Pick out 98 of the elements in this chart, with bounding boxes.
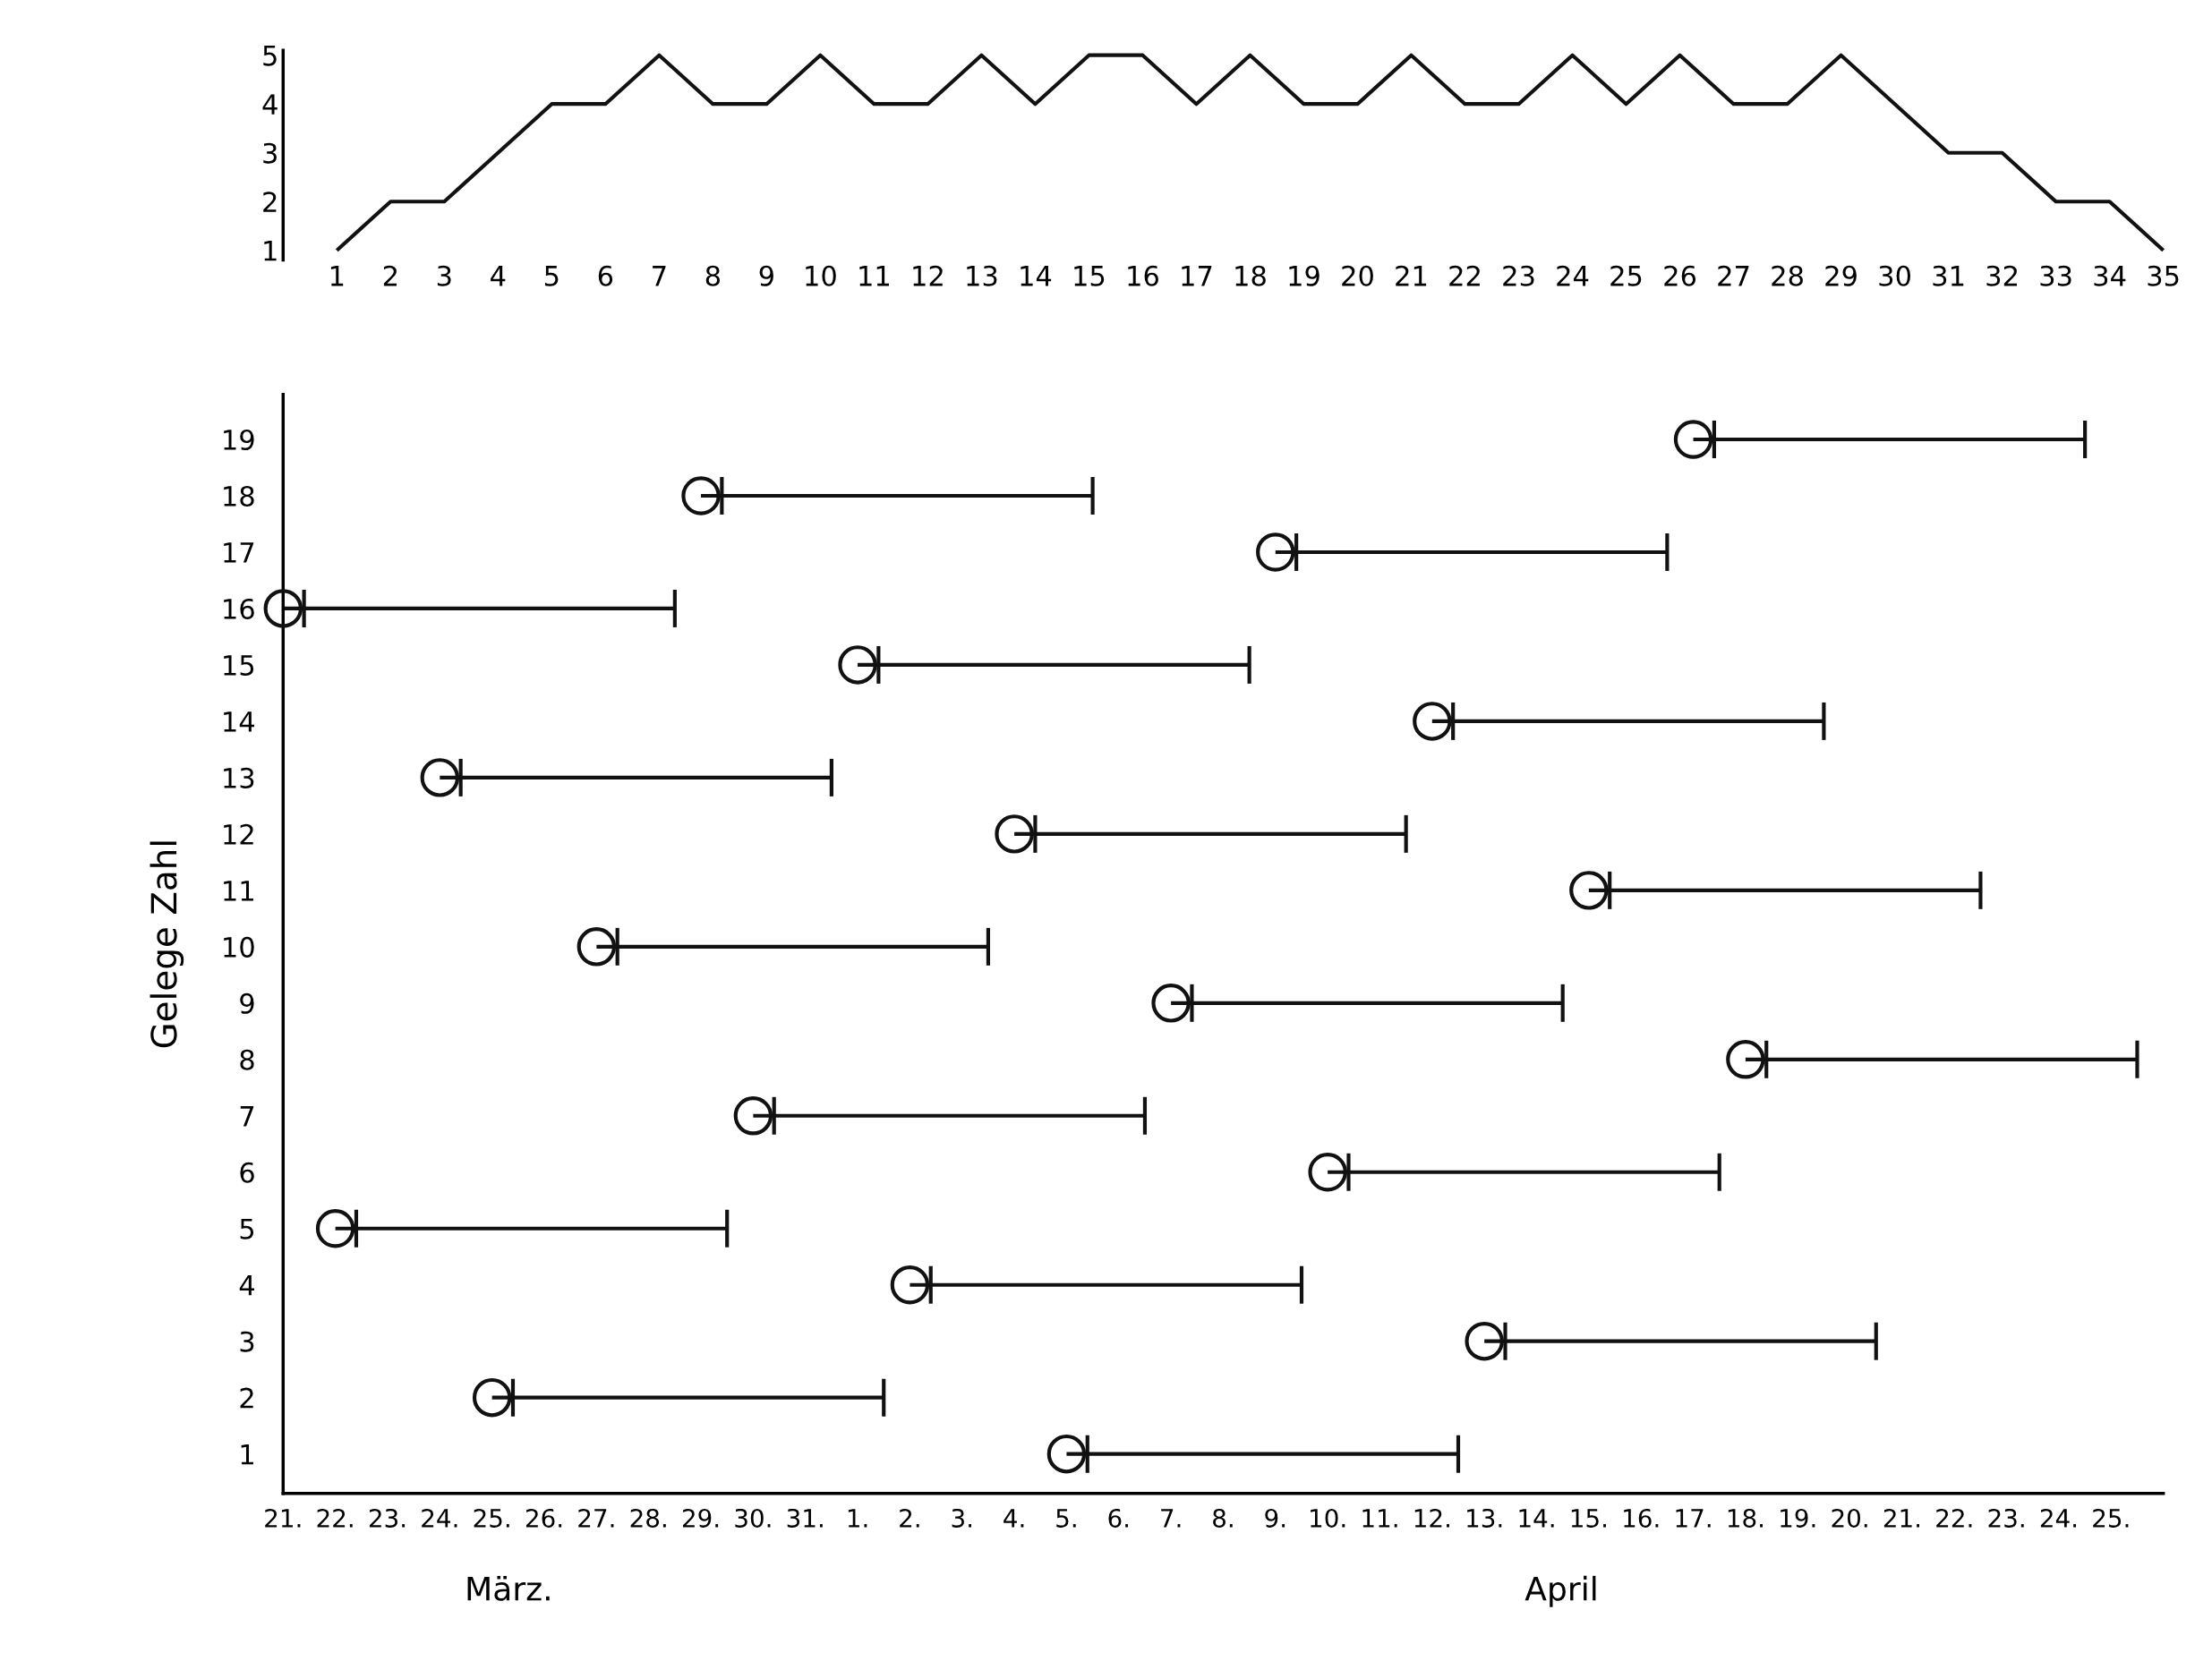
text: April: [1524, 1575, 1596, 1607]
x-tick-label: 34: [2094, 265, 2126, 286]
x-tick-label: 19: [1289, 265, 1320, 286]
x-tick-label: 24.: [2040, 1508, 2077, 1528]
x-tick-label: 13: [967, 265, 997, 286]
y-tick-label: 13: [224, 767, 254, 788]
x-tick-label: 23.: [369, 1508, 406, 1528]
x-tick-label: 35: [2148, 265, 2179, 286]
y-tick-label: 1: [264, 241, 277, 261]
x-tick-label: 5: [544, 266, 559, 286]
x-tick-label: 10: [806, 265, 836, 286]
x-tick-label: 3: [437, 265, 451, 286]
x-tick-label: 4: [491, 266, 506, 286]
x-tick-label: 17: [1182, 266, 1212, 286]
y-tick-label: 5: [263, 46, 277, 66]
x-tick-label: 9.: [1265, 1508, 1285, 1528]
x-tick-label: 12.: [1414, 1508, 1449, 1528]
x-tick-label: 4.: [1004, 1509, 1024, 1528]
x-tick-label: 2: [383, 265, 397, 286]
x-tick-label: 23: [1503, 265, 1534, 286]
x-tick-label: 17.: [1676, 1509, 1711, 1528]
x-tick-label: 22.: [317, 1508, 353, 1528]
y-tick-label: 17: [224, 542, 254, 563]
y-tick-label: 6: [240, 1162, 254, 1183]
x-tick-label: 18.: [1728, 1508, 1763, 1528]
x-tick-label: 20: [1342, 265, 1373, 286]
x-tick-label: 13.: [1467, 1508, 1502, 1528]
x-tick-label: 24: [1557, 265, 1589, 286]
x-tick-label: 1: [330, 266, 344, 286]
x-tick-label: 6.: [1108, 1508, 1129, 1528]
x-tick-label: 16.: [1624, 1508, 1659, 1528]
x-tick-label: 3.: [952, 1508, 971, 1528]
x-tick-label: 31.: [787, 1508, 823, 1528]
x-tick-label: 24.: [422, 1508, 457, 1528]
y-tick-label: 3: [240, 1331, 254, 1352]
x-tick-label: 21: [1396, 265, 1427, 286]
x-tick-label: 5.: [1056, 1509, 1076, 1528]
x-tick-label: 25.: [2093, 1508, 2129, 1528]
x-tick-label: 28: [1772, 265, 1803, 286]
x-tick-label: 15: [1074, 266, 1105, 286]
x-tick-label: 28.: [630, 1508, 666, 1528]
x-tick-label: 31: [1933, 265, 1964, 286]
x-tick-label: 22: [1449, 265, 1480, 286]
x-tick-label: 22.: [1936, 1508, 1972, 1528]
x-tick-label: 21.: [265, 1508, 301, 1528]
y-tick-label: 12: [224, 823, 253, 845]
y-tick-label: 5: [240, 1219, 254, 1239]
x-tick-label: 8: [705, 265, 720, 286]
x-tick-label: 27: [1718, 265, 1749, 286]
x-tick-label: 25.: [474, 1508, 509, 1528]
y-tick-label: 3: [263, 142, 277, 164]
y-tick-label: 10: [224, 936, 254, 958]
y-tick-label: 4: [239, 1275, 255, 1296]
x-tick-label: 23.: [1988, 1508, 2024, 1528]
x-tick-label: 9: [759, 265, 773, 286]
y-tick-label: 11: [224, 881, 253, 901]
y-tick-label: 4: [262, 94, 278, 115]
x-tick-label: 7: [653, 266, 666, 286]
x-tick-label: 8.: [1213, 1508, 1233, 1528]
y-tick-label: 8: [240, 1049, 254, 1070]
y-tick-label: 15: [224, 655, 254, 676]
x-tick-label: 33: [2040, 265, 2071, 286]
text: März.: [467, 1575, 550, 1601]
x-tick-label: 10.: [1311, 1508, 1345, 1528]
x-tick-label: 15.: [1571, 1509, 1606, 1528]
x-tick-label: 26.: [525, 1508, 562, 1528]
x-tick-label: 21.: [1883, 1508, 1920, 1528]
x-tick-label: 12: [913, 265, 943, 286]
x-tick-label: 32: [1986, 265, 2017, 286]
y-tick-label: 9: [240, 992, 254, 1014]
x-tick-label: 14: [1021, 266, 1052, 286]
x-tick-label: 2.: [900, 1508, 919, 1528]
x-tick-label: 16: [1128, 265, 1158, 286]
x-tick-label: 19.: [1781, 1508, 1815, 1528]
y-tick-label: 19: [224, 429, 254, 451]
y-tick-label: 1: [241, 1444, 253, 1465]
x-tick-label: 14.: [1519, 1509, 1554, 1528]
x-tick-label: 27.: [578, 1508, 614, 1528]
y-axis-title: Gelege Zahl: [149, 841, 184, 1048]
x-tick-label: 30: [1879, 265, 1910, 286]
x-tick-label: 7.: [1161, 1509, 1181, 1528]
y-tick-label: 2: [263, 192, 277, 212]
x-tick-label: 26: [1664, 265, 1696, 286]
y-tick-label: 2: [240, 1387, 253, 1409]
x-tick-label: 29: [1825, 265, 1857, 286]
x-tick-label: 11.: [1362, 1509, 1397, 1528]
x-tick-label: 29.: [682, 1508, 719, 1528]
x-tick-label: 25: [1610, 265, 1642, 286]
x-tick-label: 30.: [735, 1508, 771, 1528]
x-tick-label: 20.: [1832, 1508, 1867, 1528]
y-tick-label: 16: [224, 598, 254, 619]
y-tick-label: 14: [224, 711, 255, 732]
x-tick-label: 1.: [848, 1509, 867, 1528]
y-tick-label: 7: [240, 1106, 254, 1127]
x-tick-label: 11: [859, 266, 890, 286]
y-tick-label: 18: [224, 485, 254, 507]
x-tick-label: 18: [1235, 265, 1266, 286]
x-tick-label: 6: [598, 265, 613, 286]
